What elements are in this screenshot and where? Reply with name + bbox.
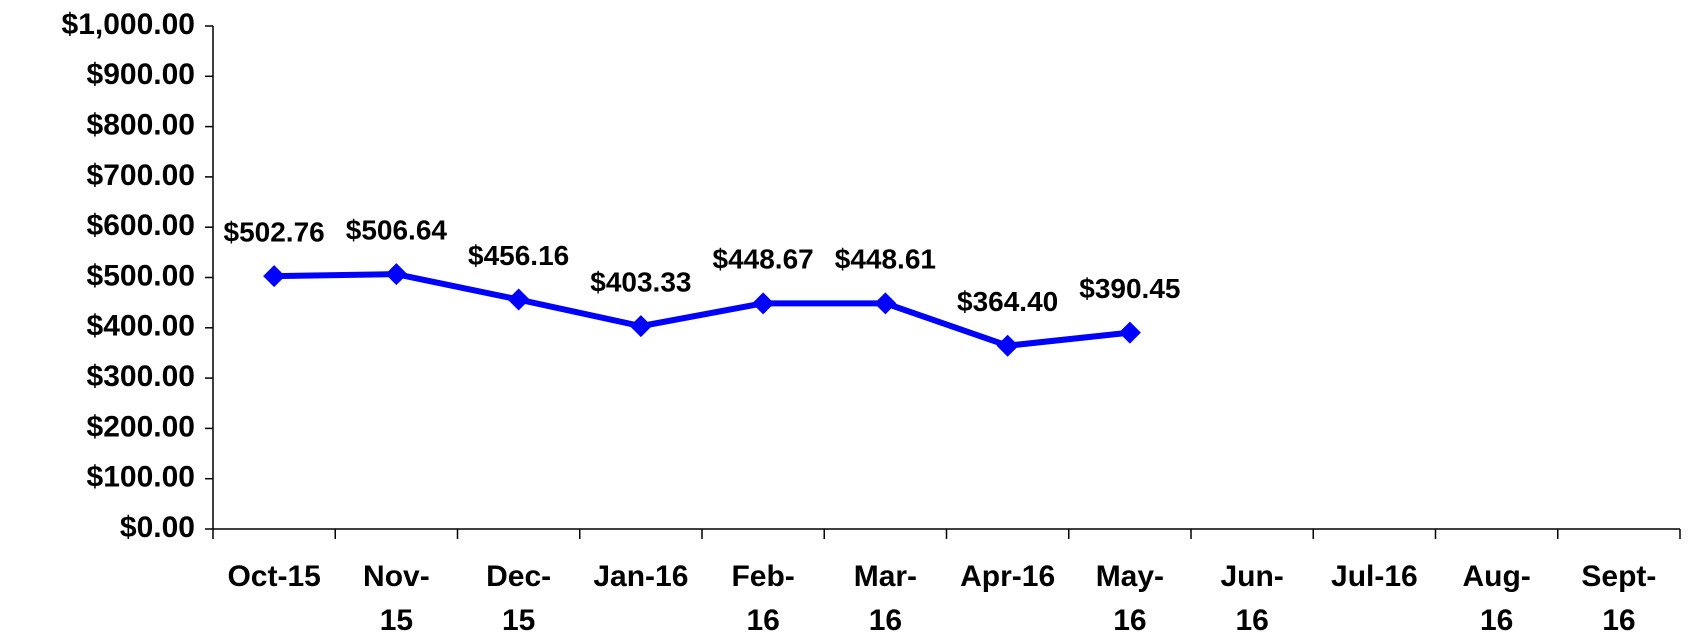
x-tick-label: Sept-16: [1581, 560, 1657, 637]
data-label: $448.61: [835, 244, 936, 275]
marker: [874, 292, 897, 315]
marker: [996, 334, 1019, 357]
data-label: $390.45: [1079, 273, 1180, 304]
marker: [752, 292, 775, 315]
y-tick-label: $1,000.00: [62, 8, 195, 41]
x-tick-label: Aug-16: [1462, 560, 1531, 637]
marker: [1118, 321, 1141, 344]
data-label: $364.40: [957, 286, 1058, 317]
marker: [629, 315, 652, 338]
marker: [507, 288, 530, 311]
x-tick-label: Dec-15: [486, 560, 552, 637]
x-tick-label: Mar-16: [853, 560, 918, 637]
y-tick-label: $700.00: [87, 159, 195, 192]
x-tick-label: Nov-15: [363, 560, 430, 637]
x-tick-label: Oct-15: [227, 560, 321, 593]
data-label: $506.64: [346, 215, 448, 246]
y-tick-label: $200.00: [87, 410, 195, 443]
data-label: $456.16: [468, 240, 569, 271]
x-tick-label: Jul-16: [1331, 560, 1418, 593]
x-tick-label: Feb-16: [731, 560, 795, 637]
y-tick-label: $0.00: [120, 511, 195, 544]
data-label: $502.76: [224, 217, 325, 248]
y-tick-label: $600.00: [87, 209, 195, 242]
y-tick-label: $800.00: [87, 109, 195, 142]
y-tick-label: $100.00: [87, 461, 195, 494]
x-tick-label: Jan-16: [593, 560, 689, 593]
data-label: $448.67: [713, 244, 814, 275]
x-tick-label: Apr-16: [960, 560, 1056, 593]
marker: [263, 265, 286, 288]
y-tick-label: $400.00: [87, 310, 195, 343]
y-tick-label: $300.00: [87, 360, 195, 393]
series-line: [274, 271, 1131, 349]
y-tick-label: $500.00: [87, 259, 195, 292]
marker: [385, 263, 408, 286]
data-label: $403.33: [590, 267, 691, 298]
x-tick-label: May-16: [1095, 560, 1165, 637]
y-tick-label: $900.00: [87, 58, 195, 91]
x-tick-label: Jun-16: [1220, 560, 1284, 637]
